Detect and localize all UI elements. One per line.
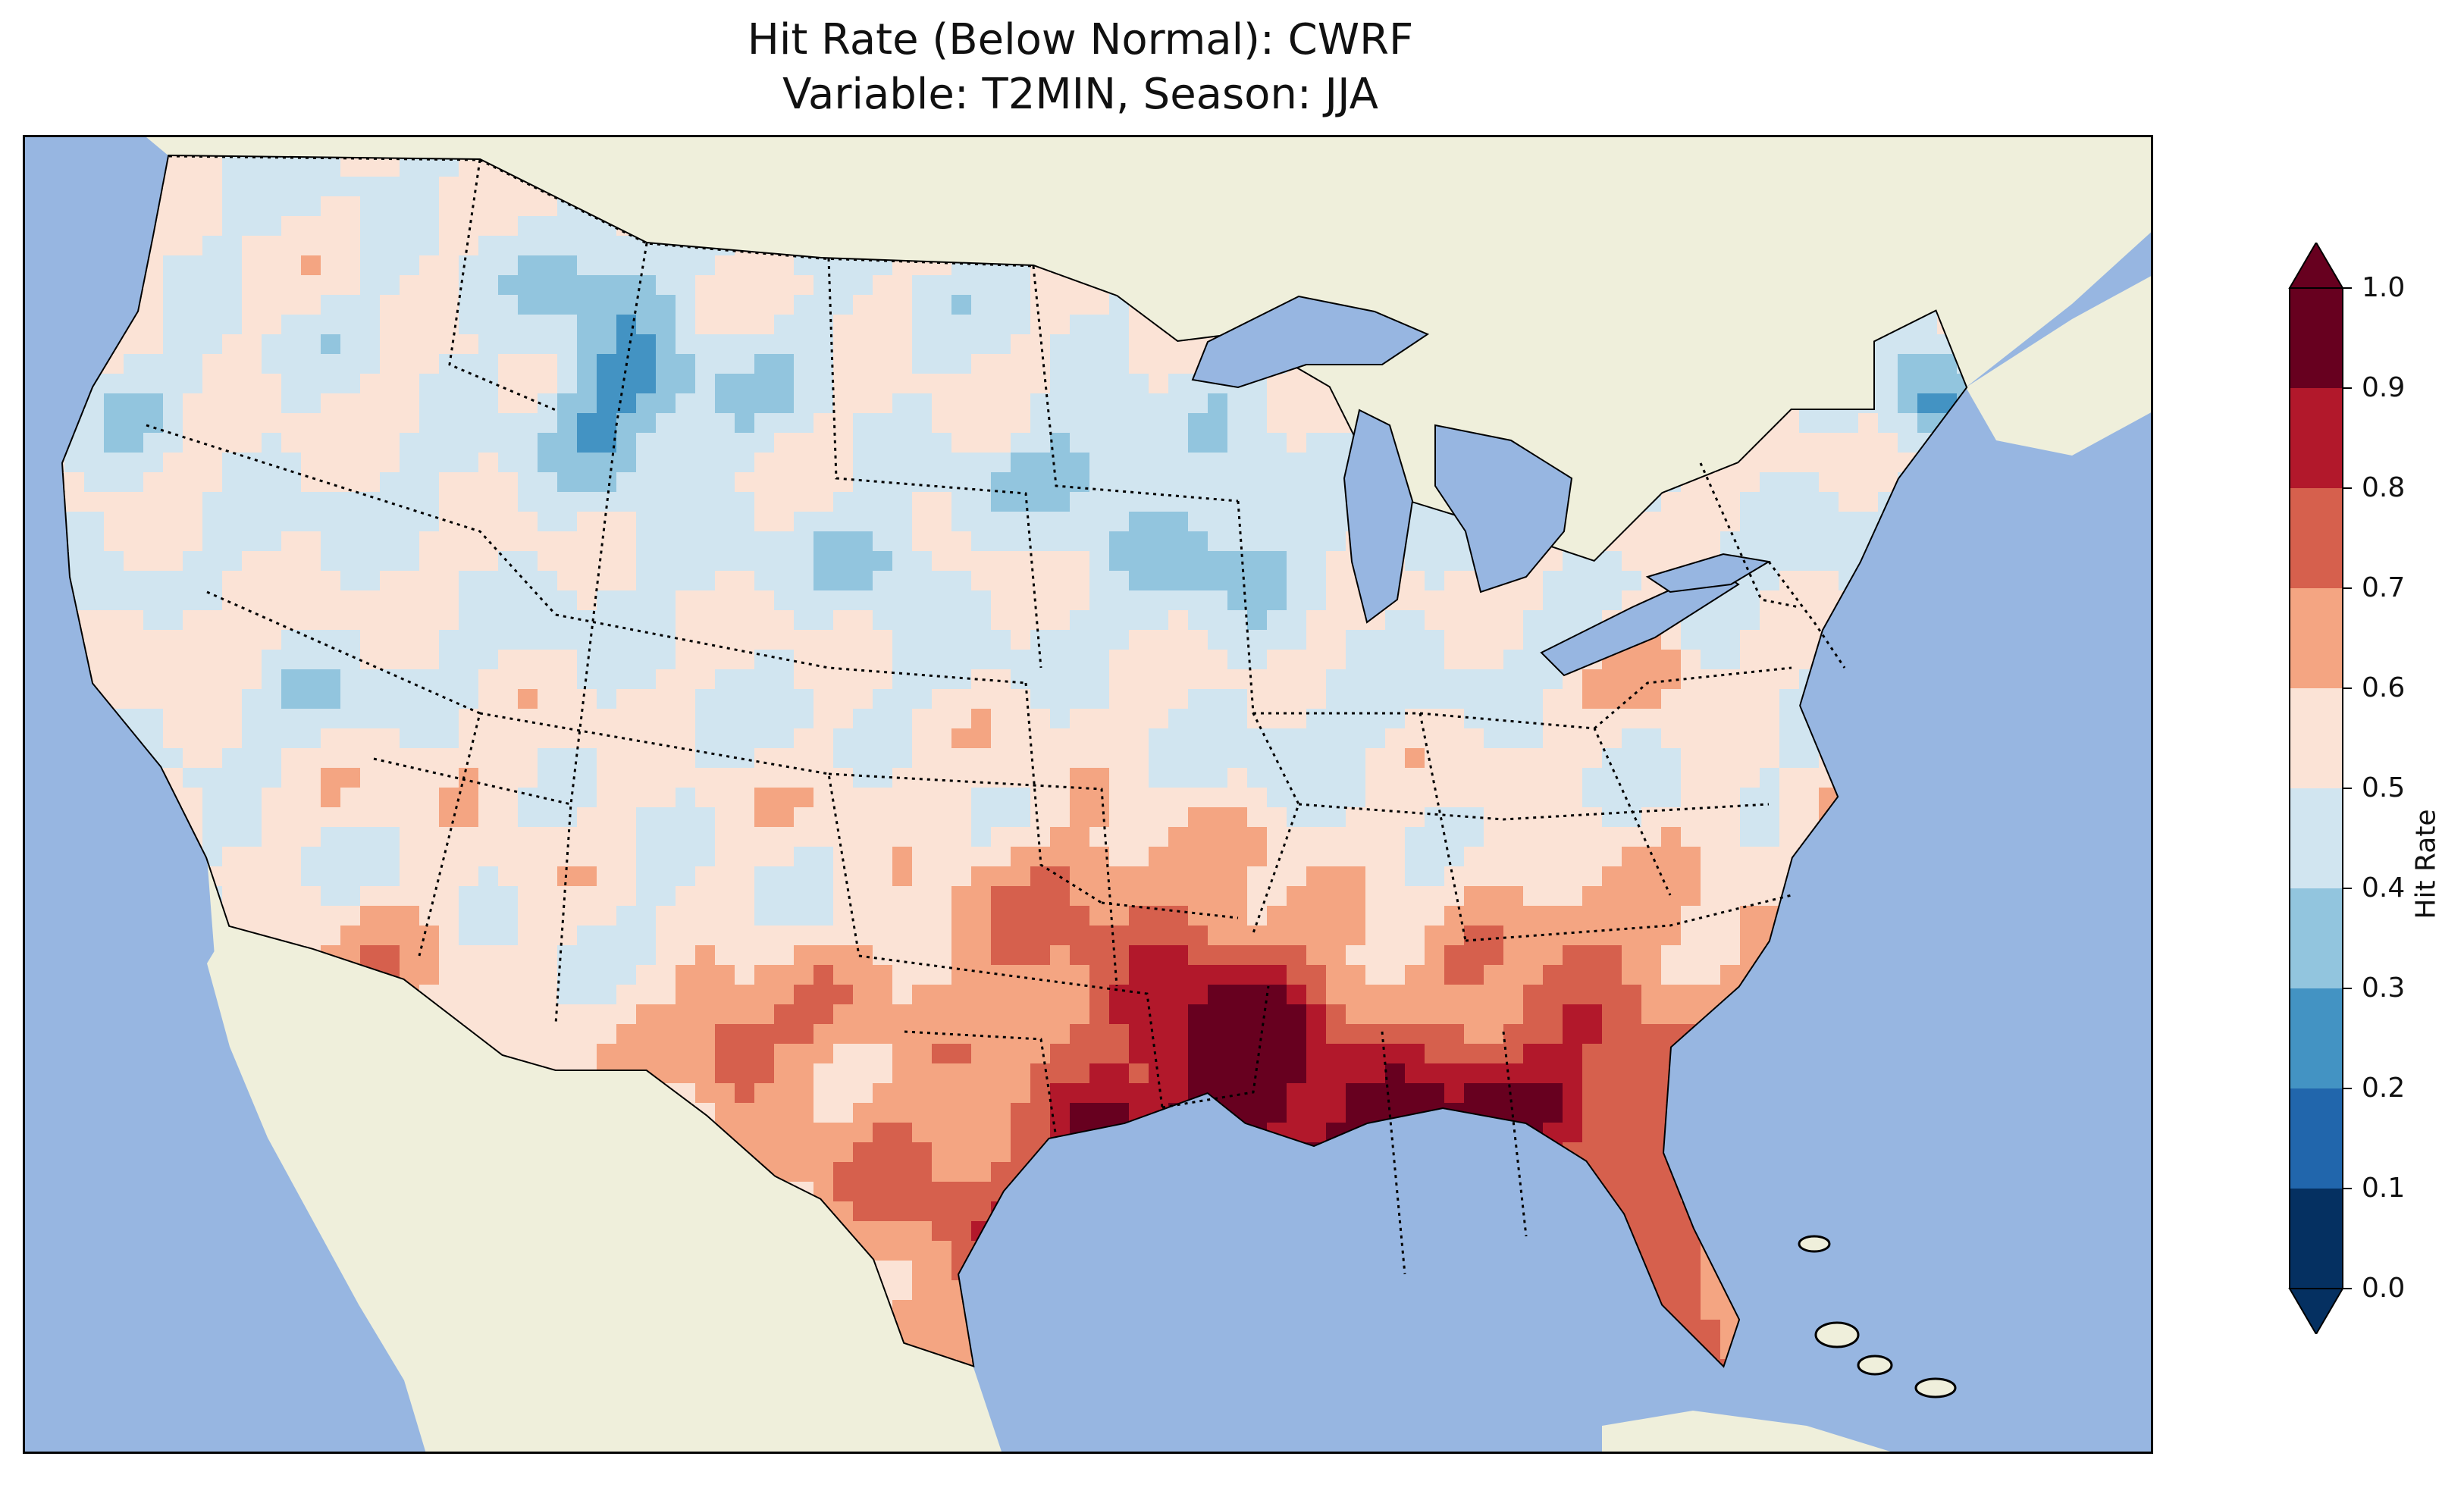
colorbar-tick-label: 0.6 (2362, 672, 2406, 703)
colorbar-tick-label: 0.2 (2362, 1073, 2406, 1104)
great-lake (1343, 409, 1414, 624)
state-border (1381, 1031, 1406, 1275)
colorbar-tick-label: 0.7 (2362, 572, 2406, 603)
state-border (858, 954, 1164, 1108)
colorbar-segment (2290, 688, 2343, 788)
bahamas-island (1857, 1355, 1893, 1376)
colorbar-segment (2290, 388, 2343, 488)
us-canada-border (168, 155, 1034, 268)
state-border (373, 757, 572, 1025)
state-border (1161, 985, 1270, 1109)
maritimes-landmass (1966, 276, 2151, 456)
colorbar-segment (2290, 1189, 2343, 1289)
colorbar-tick-label: 0.8 (2362, 472, 2406, 503)
state-border (904, 1030, 1058, 1139)
state-border (448, 159, 556, 412)
state-border (828, 772, 1118, 987)
great-lake (1191, 295, 1430, 389)
great-lake (1540, 568, 1740, 677)
state-border (1032, 265, 1239, 503)
state-border (1767, 561, 1846, 669)
state-border (555, 613, 1027, 684)
colorbar-extend-min (2288, 1288, 2344, 1334)
bahamas-island (1798, 1235, 1831, 1253)
state-border (1699, 462, 1800, 609)
colorbar-segment (2290, 788, 2343, 888)
state-border (1465, 894, 1792, 942)
colorbar-label: Hit Rate (2410, 809, 2442, 919)
colorbar-tick-label: 1.0 (2362, 272, 2406, 303)
state-border (1298, 803, 1770, 821)
state-border (569, 243, 648, 805)
map-canvas (61, 137, 2151, 1452)
colorbar-segment (2290, 1088, 2343, 1189)
colorbar (2288, 243, 2352, 1334)
colorbar-tick-label: 0.4 (2362, 872, 2406, 904)
baja-landmass (207, 926, 434, 1380)
colorbar-extend-max (2288, 243, 2344, 289)
colorbar-segment (2290, 288, 2343, 388)
great-lake (1645, 553, 1771, 594)
colorbar-segment (2290, 488, 2343, 588)
state-border (146, 424, 557, 616)
colorbar-tick-label: 0.3 (2362, 973, 2406, 1004)
cuba-landmass (1602, 1411, 1891, 1452)
bahamas-island (1914, 1377, 1957, 1398)
great-lake (1434, 424, 1573, 594)
colorbar-segment (2290, 988, 2343, 1088)
state-border (1594, 666, 1792, 730)
bahamas-island (1814, 1321, 1860, 1348)
state-border (1237, 500, 1300, 934)
chart-subtitle: Variable: T2MIN, Season: JJA (782, 70, 1378, 119)
colorbar-tick-label: 0.0 (2362, 1273, 2406, 1304)
state-border (1024, 682, 1102, 904)
colorbar-tick-label: 0.5 (2362, 772, 2406, 803)
chart-title: Hit Rate (Below Normal): CWRF (747, 15, 1414, 64)
colorbar-segment (2290, 888, 2343, 988)
colorbar-tick-label: 0.1 (2362, 1173, 2406, 1204)
colorbar-segment (2290, 588, 2343, 688)
state-border (1101, 901, 1239, 919)
colorbar-tick-label: 0.9 (2362, 372, 2406, 403)
map-panel (23, 135, 2153, 1454)
